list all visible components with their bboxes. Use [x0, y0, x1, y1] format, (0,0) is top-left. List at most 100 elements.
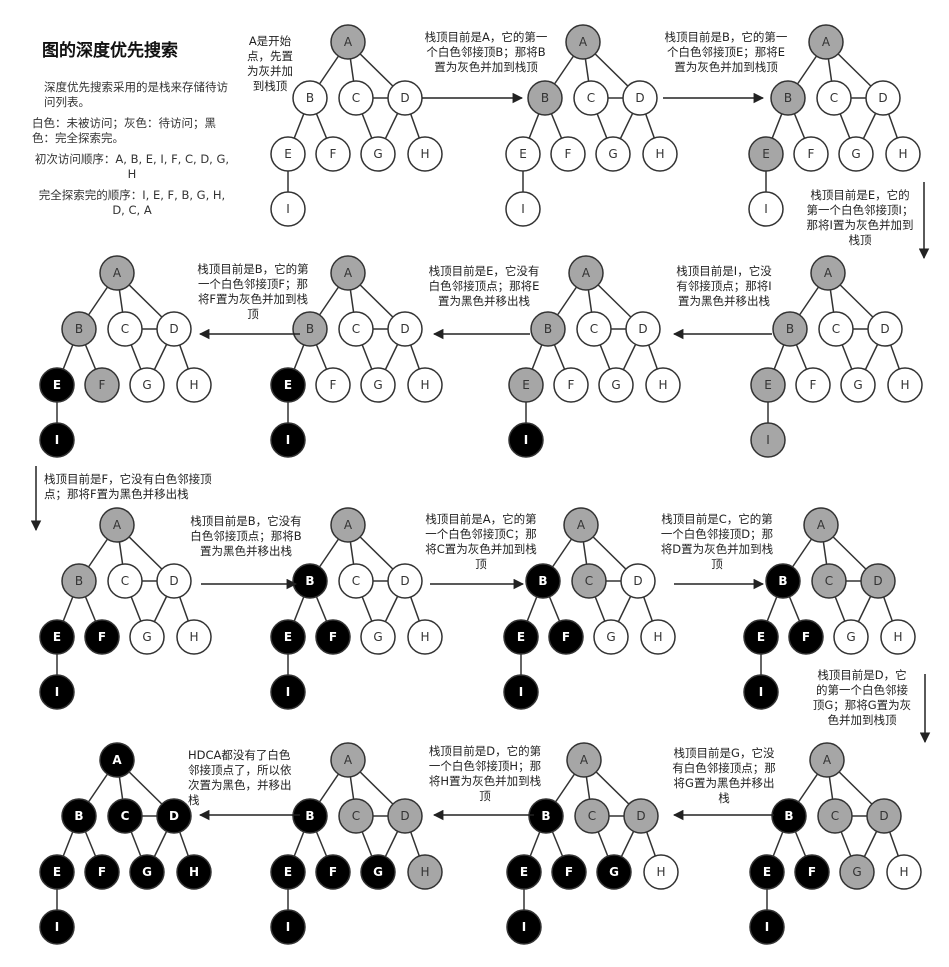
- graph-node: E: [505, 136, 541, 172]
- graph-snapshot: A B C D E F G H I: [508, 255, 681, 458]
- node-label: I: [521, 202, 525, 216]
- node-label: I: [759, 685, 763, 699]
- node-label: H: [420, 378, 429, 392]
- node-label: I: [286, 685, 290, 699]
- graph-node: B: [770, 80, 806, 116]
- visit-order-text: 初次访问顺序：A, B, E, I, F, C, D, G, H: [34, 152, 230, 181]
- graph-node: H: [640, 619, 676, 655]
- node-label: D: [636, 809, 645, 823]
- node-label: E: [53, 630, 61, 644]
- node-label: A: [822, 35, 831, 49]
- node-label: G: [609, 865, 619, 879]
- node-label: A: [580, 753, 589, 767]
- node-label: B: [784, 91, 792, 105]
- graph-node: D: [865, 80, 901, 116]
- node-label: I: [765, 920, 769, 934]
- node-label: I: [55, 685, 59, 699]
- node-label: I: [524, 433, 528, 447]
- step-note: HDCA都没有了白色邻接顶点了，所以依次置为黑色，并移出栈: [188, 748, 292, 807]
- graph-node: F: [793, 136, 829, 172]
- graph-node: G: [833, 619, 869, 655]
- node-label: A: [823, 753, 832, 767]
- graph-node: F: [550, 136, 586, 172]
- graph-node: G: [360, 619, 396, 655]
- graph-node: H: [880, 619, 916, 655]
- node-label: D: [638, 322, 647, 336]
- node-label: H: [893, 630, 902, 644]
- node-label: G: [611, 378, 620, 392]
- graph-node: B: [61, 311, 97, 347]
- description-panel: 深度优先搜索采用的是栈来存储待访问列表。 白色：未被访问；灰色：待访问；黑色：完…: [32, 80, 232, 224]
- node-label: H: [189, 865, 199, 879]
- node-label: E: [284, 630, 292, 644]
- node-label: A: [582, 266, 591, 280]
- node-label: B: [305, 574, 314, 588]
- node-label: C: [352, 574, 360, 588]
- step-note: 栈顶目前是A，它的第一个白色邻接顶C；那将C置为灰色并加到栈顶: [425, 512, 537, 571]
- node-label: B: [74, 809, 83, 823]
- node-label: F: [568, 378, 575, 392]
- node-label: E: [284, 378, 292, 392]
- graph-node: F: [794, 854, 830, 890]
- node-label: H: [900, 378, 909, 392]
- node-label: C: [588, 809, 596, 823]
- graph-node: C: [107, 563, 143, 599]
- graph-node: E: [503, 619, 539, 655]
- node-label: H: [898, 147, 907, 161]
- node-label: D: [400, 91, 409, 105]
- graph-node: I: [743, 674, 779, 710]
- graph-node: A: [330, 507, 366, 543]
- graph-node: I: [748, 191, 784, 227]
- node-label: D: [169, 322, 178, 336]
- graph-node: A: [809, 742, 845, 778]
- node-label: D: [169, 809, 179, 823]
- graph-node: E: [39, 619, 75, 655]
- node-label: H: [420, 630, 429, 644]
- graph-node: D: [867, 311, 903, 347]
- node-label: F: [99, 378, 106, 392]
- graph-node: A: [803, 507, 839, 543]
- graph-node: C: [338, 563, 374, 599]
- node-label: E: [517, 630, 525, 644]
- graph-snapshot: A B C D E F G H I: [506, 742, 679, 945]
- graph-snapshot: A B C D E F G H I: [39, 255, 212, 458]
- graph-snapshot: A B C D E F G H I: [270, 255, 443, 458]
- graph-node: G: [838, 136, 874, 172]
- node-label: D: [400, 574, 409, 588]
- graph-snapshot: A B C D E F G H I: [39, 742, 212, 945]
- graph-node: C: [338, 311, 374, 347]
- graph-node: C: [574, 798, 610, 834]
- intro-text: 深度优先搜索采用的是栈来存储待访问列表。: [44, 80, 228, 109]
- graph-node: E: [270, 854, 306, 890]
- node-label: A: [344, 753, 353, 767]
- node-label: C: [121, 322, 129, 336]
- node-label: E: [519, 147, 527, 161]
- graph-node: B: [530, 311, 566, 347]
- node-label: G: [606, 630, 615, 644]
- graph-node: H: [407, 619, 443, 655]
- graph-node: C: [811, 563, 847, 599]
- node-label: I: [286, 433, 290, 447]
- graph-node: I: [503, 674, 539, 710]
- step-note: 栈顶目前是B，它的第一个白色邻接顶E；那将E置为灰色并加到栈顶: [664, 30, 788, 74]
- node-label: A: [344, 518, 353, 532]
- node-label: E: [763, 865, 771, 879]
- node-label: A: [579, 35, 588, 49]
- node-label: B: [306, 322, 314, 336]
- node-label: H: [655, 147, 664, 161]
- graph-node: D: [387, 311, 423, 347]
- graph-node: I: [749, 909, 785, 945]
- node-label: E: [53, 865, 61, 879]
- node-label: C: [121, 574, 129, 588]
- node-label: I: [766, 433, 770, 447]
- node-label: I: [286, 920, 290, 934]
- node-label: E: [762, 147, 770, 161]
- node-label: A: [577, 518, 586, 532]
- graph-node: A: [330, 255, 366, 291]
- graph-node: E: [270, 136, 306, 172]
- node-label: D: [873, 574, 882, 588]
- graph-snapshot: A B C D E F G H I: [270, 742, 443, 945]
- graph-node: G: [840, 367, 876, 403]
- graph-node: D: [866, 798, 902, 834]
- graph-node: B: [292, 563, 328, 599]
